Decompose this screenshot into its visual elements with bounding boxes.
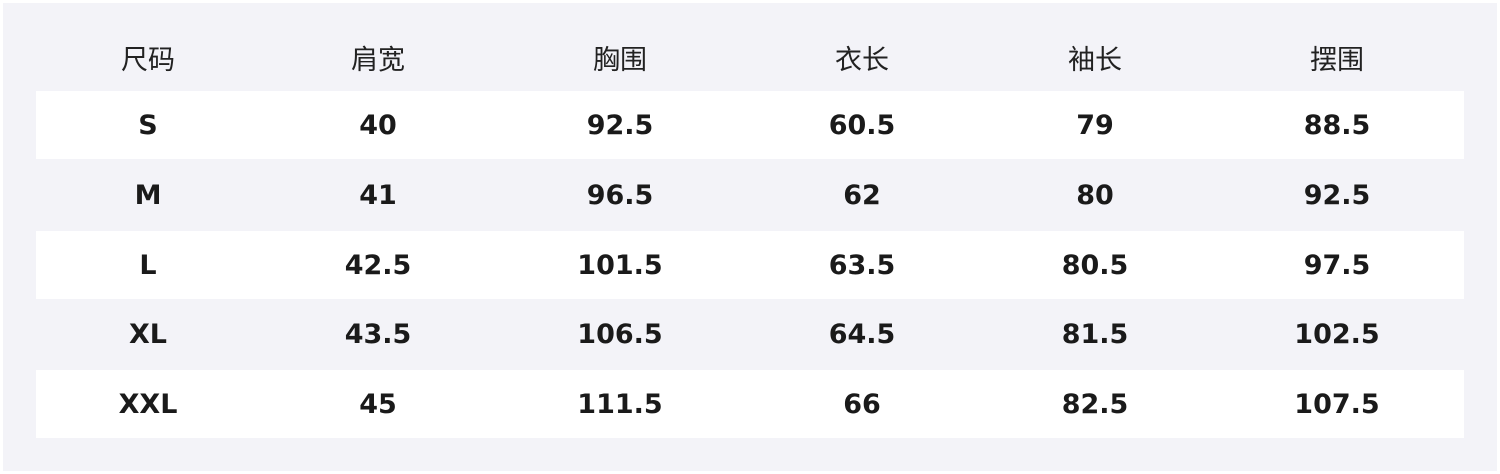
table-row: L 42.5 101.5 63.5 80.5 97.5 bbox=[36, 231, 1464, 299]
cell-shoulder: 40 bbox=[359, 109, 397, 141]
cell-hem: 97.5 bbox=[1303, 249, 1371, 281]
cell-sleeve: 82.5 bbox=[1061, 388, 1129, 420]
header-hem: 摆围 bbox=[1310, 44, 1364, 76]
header-sleeve: 袖长 bbox=[1068, 44, 1122, 76]
cell-hem: 92.5 bbox=[1303, 179, 1371, 211]
cell-length: 63.5 bbox=[828, 249, 896, 281]
cell-chest: 106.5 bbox=[577, 318, 663, 350]
table-header: 尺码 肩宽 胸围 衣长 袖长 摆围 bbox=[36, 23, 1464, 91]
cell-size: M bbox=[134, 179, 162, 211]
cell-sleeve: 79 bbox=[1076, 109, 1114, 141]
cell-length: 60.5 bbox=[828, 109, 896, 141]
cell-size: S bbox=[138, 109, 158, 141]
cell-size: XL bbox=[128, 318, 168, 350]
cell-chest: 111.5 bbox=[577, 388, 663, 420]
cell-shoulder: 43.5 bbox=[344, 318, 412, 350]
header-chest: 胸围 bbox=[593, 44, 647, 76]
cell-shoulder: 41 bbox=[359, 179, 397, 211]
cell-chest: 92.5 bbox=[586, 109, 654, 141]
cell-shoulder: 42.5 bbox=[344, 249, 412, 281]
cell-sleeve: 81.5 bbox=[1061, 318, 1129, 350]
cell-shoulder: 45 bbox=[359, 388, 397, 420]
cell-length: 64.5 bbox=[828, 318, 896, 350]
cell-size: XXL bbox=[118, 388, 178, 420]
table-row: XL 43.5 106.5 64.5 81.5 102.5 bbox=[36, 300, 1464, 368]
cell-length: 62 bbox=[843, 179, 881, 211]
cell-hem: 107.5 bbox=[1294, 388, 1380, 420]
cell-chest: 101.5 bbox=[577, 249, 663, 281]
cell-hem: 88.5 bbox=[1303, 109, 1371, 141]
cell-length: 66 bbox=[843, 388, 881, 420]
cell-sleeve: 80 bbox=[1076, 179, 1114, 211]
size-chart-table: 尺码 肩宽 胸围 衣长 袖长 摆围 S 40 92.5 60.5 79 88.5 M 41 96.5 62 80… bbox=[3, 3, 1497, 471]
cell-sleeve: 80.5 bbox=[1061, 249, 1129, 281]
header-shoulder: 肩宽 bbox=[351, 44, 405, 76]
cell-size: L bbox=[139, 249, 157, 281]
table-row: S 40 92.5 60.5 79 88.5 bbox=[36, 91, 1464, 159]
header-length: 衣长 bbox=[835, 44, 889, 76]
header-size: 尺码 bbox=[121, 44, 175, 76]
table-row: M 41 96.5 62 80 92.5 bbox=[36, 161, 1464, 229]
cell-hem: 102.5 bbox=[1294, 318, 1380, 350]
cell-chest: 96.5 bbox=[586, 179, 654, 211]
table-row: XXL 45 111.5 66 82.5 107.5 bbox=[36, 370, 1464, 438]
